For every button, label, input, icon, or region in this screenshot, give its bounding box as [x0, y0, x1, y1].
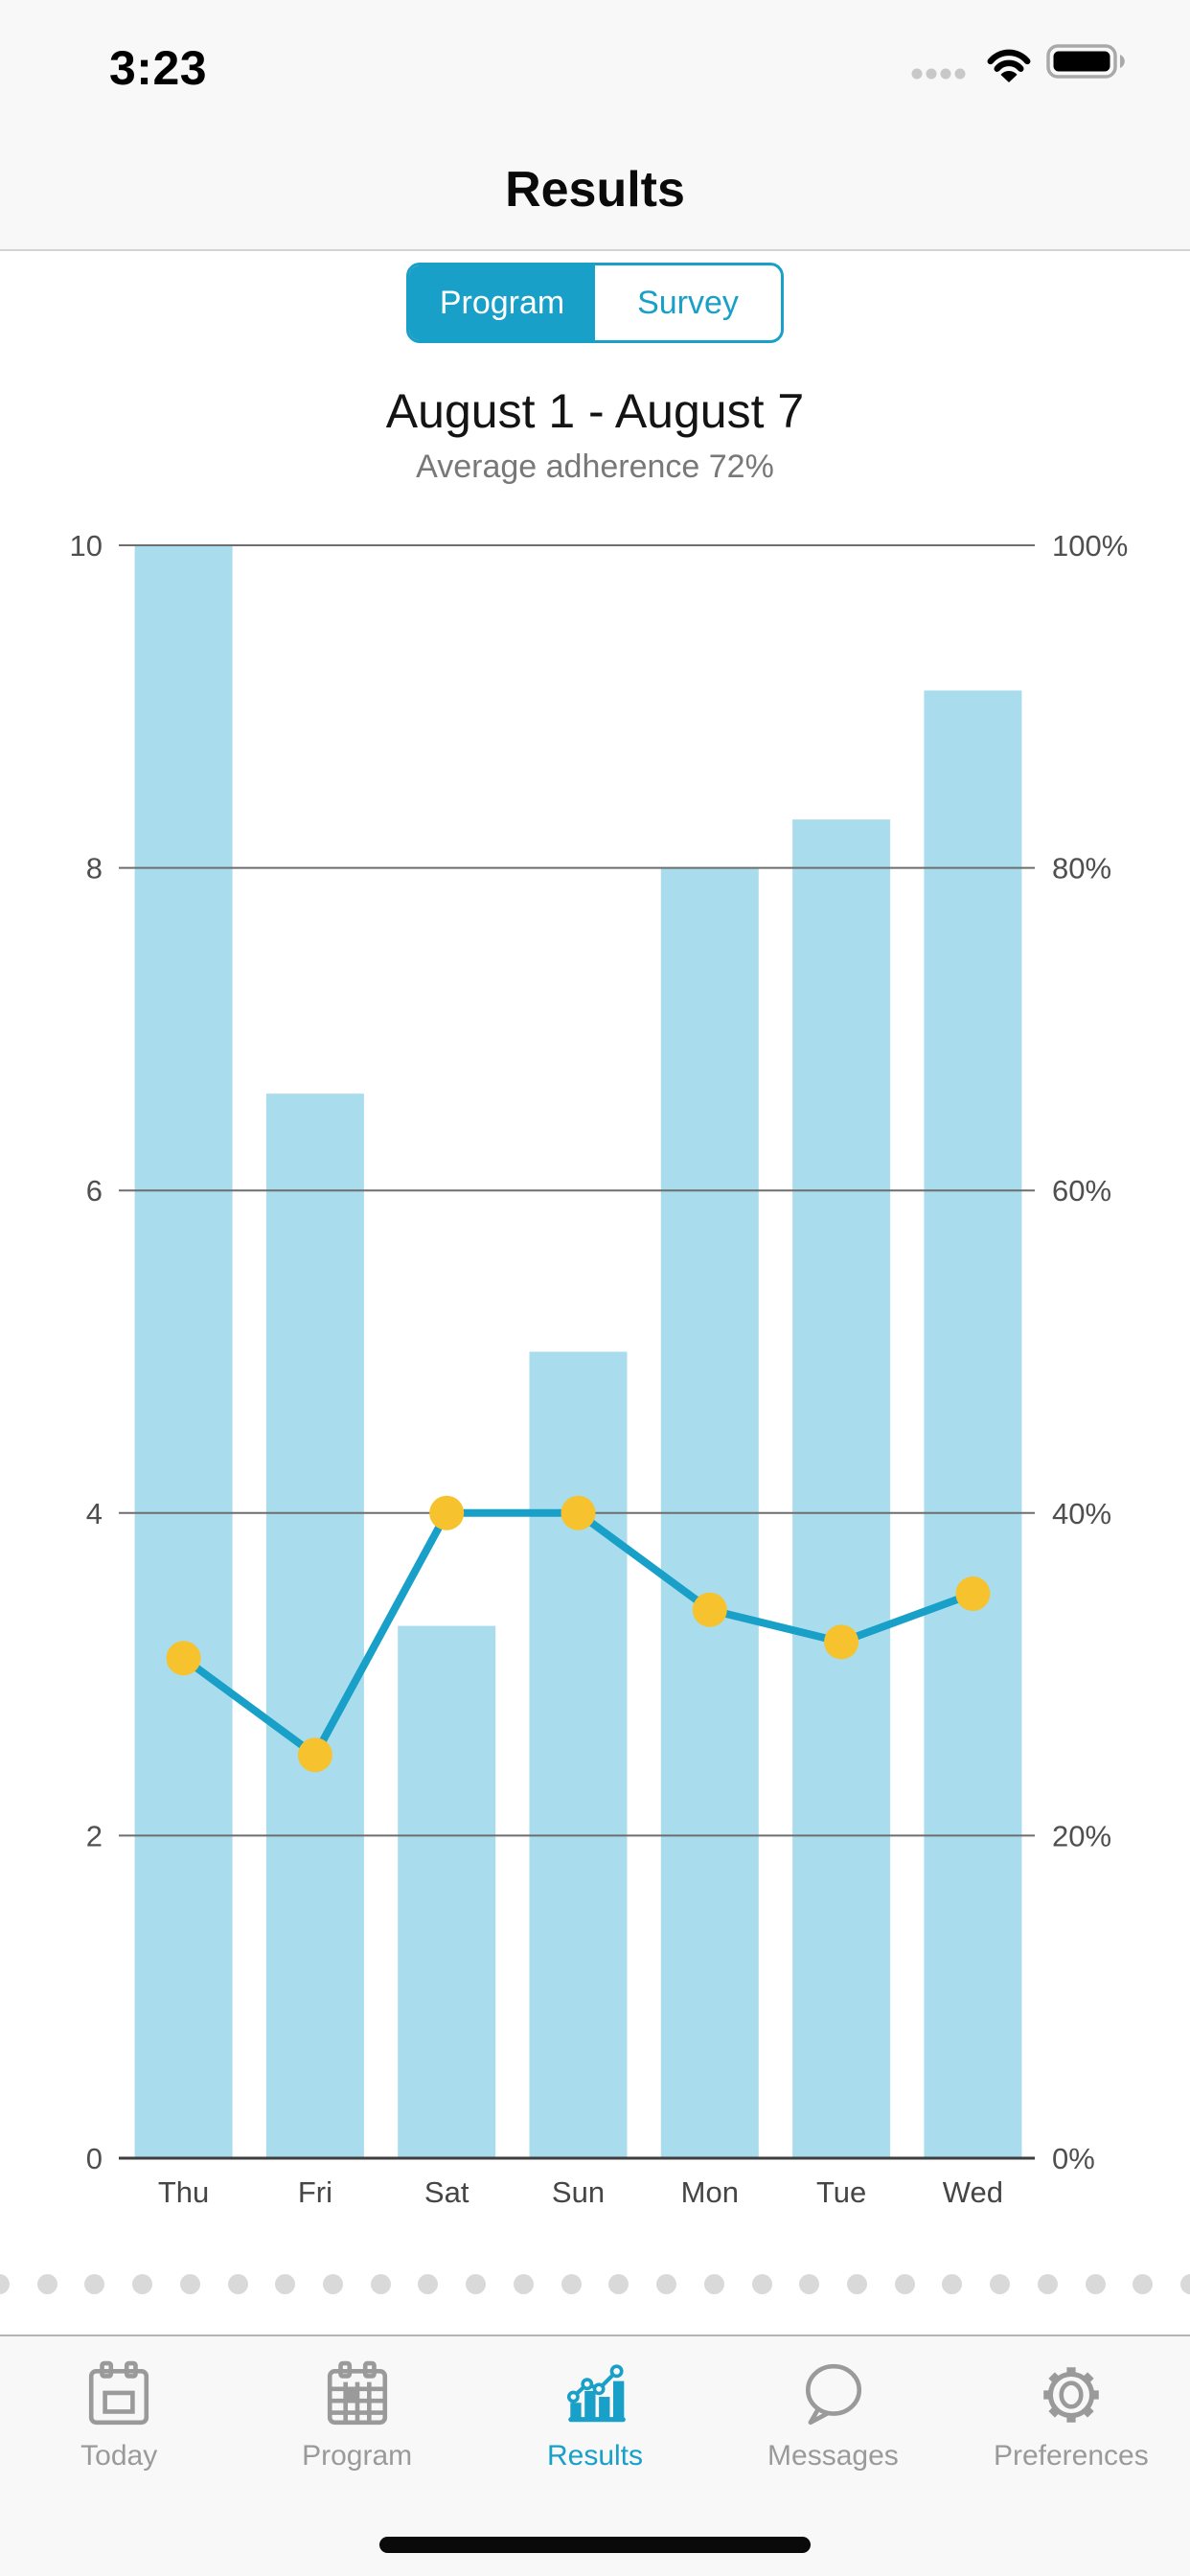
day-label: Wed [943, 2175, 1003, 2209]
trend-point-wed [955, 1576, 991, 1611]
pager-dot [275, 2273, 296, 2294]
left-axis-tick-label: 0 [86, 2142, 103, 2175]
status-time: 3:23 [109, 41, 208, 95]
trend-point-mon [692, 1592, 727, 1627]
pager-dot [323, 2273, 344, 2294]
adherence-chart: 0 0% 2 20% 4 40% 6 60% 8 80% 10 100% Thu Fri Sat Sun Mon… [70, 529, 1129, 2209]
pager-dot [942, 2273, 963, 2294]
tab-label: Preferences [993, 2440, 1149, 2472]
day-label: Tue [816, 2175, 866, 2209]
tab-bar: Today Program Results Messages Preferences [0, 2334, 1190, 2576]
segment-survey[interactable]: Survey [595, 265, 781, 340]
pager-dot [36, 2273, 57, 2294]
tab-today[interactable]: Today [0, 2336, 238, 2576]
pager-dot [1133, 2273, 1154, 2294]
day-label: Mon [681, 2175, 739, 2209]
day-label: Thu [158, 2175, 209, 2209]
trend-point-thu [166, 1641, 201, 1676]
tab-label: Today [80, 2440, 158, 2472]
pager-dot [179, 2273, 200, 2294]
bar-sat [398, 1625, 496, 2158]
pager-dot [370, 2273, 391, 2294]
tab-program[interactable]: Program [238, 2336, 475, 2576]
pager-dot [84, 2273, 105, 2294]
right-axis-tick-label: 80% [1052, 852, 1111, 886]
tab-results[interactable]: Results [476, 2336, 714, 2576]
tab-label: Program [302, 2440, 413, 2472]
trend-point-fri [297, 1737, 332, 1773]
average-adherence-subtitle: Average adherence 72% [416, 448, 774, 485]
pager-dot [608, 2273, 629, 2294]
message-bubble-icon [797, 2358, 868, 2430]
right-axis-tick-label: 100% [1052, 529, 1128, 563]
pager-dot [227, 2273, 248, 2294]
left-axis-tick-label: 10 [70, 529, 103, 563]
pager-dot [0, 2273, 10, 2294]
pager-dot [703, 2273, 724, 2294]
bar-thu [134, 545, 233, 2158]
bar-sun [529, 1351, 628, 2158]
pager-dot [132, 2273, 153, 2294]
pager-dot [513, 2273, 534, 2294]
pager-dot [466, 2273, 487, 2294]
pager-dot [1179, 2273, 1190, 2294]
pager-dot [1037, 2273, 1058, 2294]
program-survey-segmented-control: Program Survey [406, 263, 784, 343]
tab-messages[interactable]: Messages [714, 2336, 951, 2576]
pager-dot [894, 2273, 915, 2294]
trend-point-sat [429, 1495, 465, 1530]
right-axis-tick-label: 60% [1052, 1174, 1111, 1208]
pager-dot [990, 2273, 1011, 2294]
right-axis-tick-label: 0% [1052, 2142, 1095, 2175]
battery-icon [1046, 44, 1125, 79]
left-axis-tick-label: 6 [86, 1174, 103, 1208]
bar-tue [792, 819, 891, 2158]
day-label: Sun [552, 2175, 605, 2209]
calendar-icon [83, 2358, 154, 2430]
pager-dot [799, 2273, 820, 2294]
trend-point-sun [561, 1495, 596, 1530]
day-label: Fri [298, 2175, 332, 2209]
program-calendar-icon [322, 2358, 393, 2430]
left-axis-tick-label: 8 [86, 852, 103, 886]
trend-point-tue [824, 1624, 859, 1660]
wifi-icon [987, 49, 1031, 82]
gear-icon [1036, 2358, 1107, 2430]
bar-wed [924, 690, 1022, 2158]
tab-label: Results [546, 2440, 644, 2472]
left-axis-tick-label: 4 [86, 1497, 103, 1530]
results-chart-icon [560, 2358, 630, 2430]
status-and-nav-bar: 3:23 Results [0, 0, 1190, 251]
right-axis-tick-label: 20% [1052, 1819, 1111, 1852]
tab-preferences[interactable]: Preferences [952, 2336, 1190, 2576]
date-range-title: August 1 - August 7 [385, 384, 805, 438]
pager-dot [561, 2273, 582, 2294]
home-indicator[interactable] [379, 2537, 811, 2553]
pager-dot [1085, 2273, 1106, 2294]
cellular-signal-icon [911, 68, 966, 80]
pager-dot [418, 2273, 439, 2294]
page-title: Results [505, 162, 685, 218]
pager-dot [751, 2273, 772, 2294]
week-page-control[interactable] [0, 2273, 1190, 2294]
segment-program[interactable]: Program [409, 265, 595, 340]
pager-dot [846, 2273, 867, 2294]
tab-label: Messages [767, 2440, 899, 2472]
right-axis-tick-label: 40% [1052, 1497, 1111, 1530]
pager-dot [656, 2273, 677, 2294]
day-label: Sat [424, 2175, 469, 2209]
bar-fri [265, 1093, 364, 2158]
left-axis-tick-label: 2 [86, 1819, 103, 1852]
